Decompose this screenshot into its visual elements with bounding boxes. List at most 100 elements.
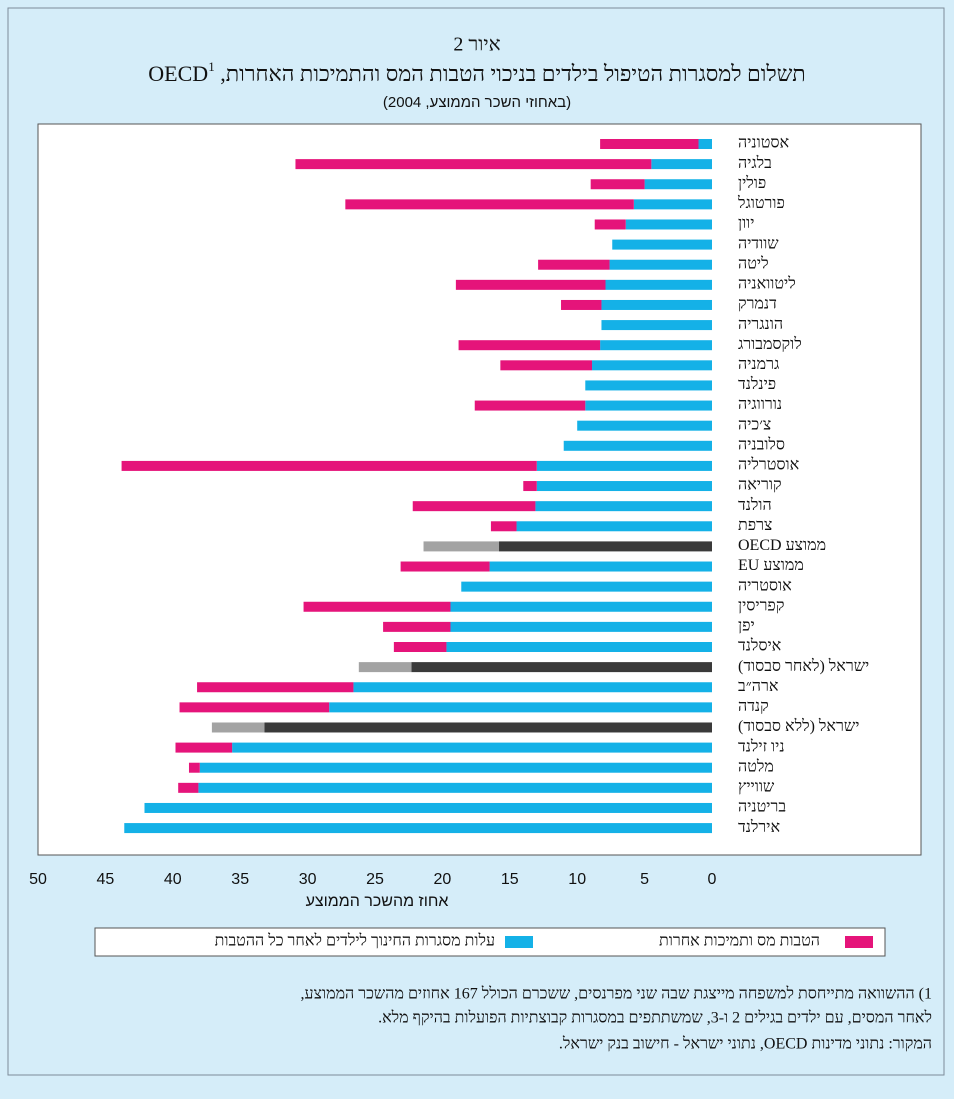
bar-segment xyxy=(295,159,652,170)
y-tick-label: ממוצע EU xyxy=(738,557,804,574)
x-axis-label: אחוז מהשכר הממוצע xyxy=(306,893,449,910)
y-tick-label: בלגיה xyxy=(738,154,772,172)
bar-segment xyxy=(612,239,712,250)
x-tick-label: 35 xyxy=(231,871,249,888)
y-tick-label: פינלנד xyxy=(738,375,776,393)
y-tick-label: יוון xyxy=(738,215,754,232)
bar-segment xyxy=(474,400,586,411)
legend-label: עלות מסגרות החינוך לילדים לאחר כל ההטבות xyxy=(215,932,495,950)
bar-segment xyxy=(609,259,712,270)
footnote: לאחר המסים, עם ילדים בגילים 2 ו-3, שמשתת… xyxy=(378,1009,932,1027)
title-text: תשלום למסגרות הטיפול בילדים בניכוי הטבות… xyxy=(148,61,805,86)
y-tick-label: קנדה xyxy=(738,698,769,715)
bar-segment xyxy=(178,782,199,793)
legend-swatch xyxy=(845,936,873,948)
bar-segment xyxy=(450,601,712,612)
bar-segment xyxy=(188,762,200,773)
y-tick-label: ישראל (לאחר סבסוד) xyxy=(738,657,869,675)
bar-segment xyxy=(605,279,712,290)
title-note: 1 xyxy=(208,59,215,74)
bar-segment xyxy=(625,219,712,230)
bar-segment xyxy=(651,159,712,170)
x-tick-label: 0 xyxy=(708,871,717,888)
bar-segment xyxy=(358,662,412,673)
y-tick-label: אוסטרליה xyxy=(738,456,800,474)
y-tick-label: דנמרק xyxy=(738,296,777,313)
x-tick-label: 15 xyxy=(501,871,519,888)
bar-segment xyxy=(175,742,233,753)
y-tick-label: אוסטריה xyxy=(738,577,792,594)
bar-segment xyxy=(600,139,699,149)
bar-segment xyxy=(644,179,712,190)
bar-segment xyxy=(179,702,330,713)
bar-segment xyxy=(523,481,537,492)
bar-segment xyxy=(393,642,447,652)
bar-segment xyxy=(577,420,712,431)
y-tick-label: צ׳כיה xyxy=(738,416,771,433)
y-tick-label: ארה״ב xyxy=(738,678,779,695)
y-tick-label: ליטה xyxy=(738,254,769,272)
y-tick-label: פורטוגל xyxy=(737,194,785,212)
bar-segment xyxy=(450,621,712,632)
bar-segment xyxy=(536,460,712,471)
bar-segment xyxy=(600,340,712,351)
bar-segment xyxy=(455,279,606,290)
x-tick-label: 10 xyxy=(568,871,586,888)
bar-segment xyxy=(345,199,634,210)
x-tick-label: 40 xyxy=(164,871,182,888)
x-tick-label: 5 xyxy=(640,871,649,888)
footnote: 1) ההשוואה מתייחסת למשפחה מייצגת שבה שני… xyxy=(301,985,932,1003)
y-tick-label: ישראל (ללא סבסוד) xyxy=(738,717,859,735)
bar-segment xyxy=(585,380,712,391)
bar-segment xyxy=(400,561,490,572)
bar-segment xyxy=(633,199,712,210)
y-tick-label: יפן xyxy=(738,618,755,635)
x-tick-label: 30 xyxy=(299,871,317,888)
x-tick-label: 45 xyxy=(97,871,115,888)
y-tick-label: ליטוואניה xyxy=(738,275,796,293)
bar-segment xyxy=(329,702,712,713)
y-tick-label: נורווגיה xyxy=(738,396,782,413)
bar-segment xyxy=(211,722,265,733)
legend-swatch xyxy=(505,936,533,948)
bar-segment xyxy=(538,259,610,270)
bar-segment xyxy=(197,682,354,693)
bar-segment xyxy=(590,179,645,190)
plot-area xyxy=(37,123,922,856)
bar-segment xyxy=(516,521,712,532)
bar-segment xyxy=(458,340,601,351)
source: המקור: נתוני מדינות OECD, נתוני ישראל - … xyxy=(559,1035,932,1053)
bar-segment xyxy=(461,581,712,592)
y-tick-label: שווייץ xyxy=(738,779,775,796)
bar-segment xyxy=(489,561,712,572)
y-tick-label: קפריסין xyxy=(738,597,784,614)
y-tick-label: קוריאה xyxy=(738,477,782,494)
x-tick-label: 50 xyxy=(29,871,47,888)
bar-segment xyxy=(601,320,712,331)
x-tick-label: 20 xyxy=(434,871,452,888)
legend-label: הטבות מס ותמיכות אחרות xyxy=(659,933,820,950)
y-tick-label: ניו זילנד xyxy=(738,737,785,755)
y-tick-label: הונגריה xyxy=(738,316,783,333)
bar-segment xyxy=(121,460,537,471)
y-tick-label: בריטניה xyxy=(738,799,786,816)
bar-segment xyxy=(592,360,712,371)
bar-segment xyxy=(199,762,712,773)
bar-segment xyxy=(561,299,602,310)
bar-segment xyxy=(383,621,451,632)
bar-segment xyxy=(303,601,451,612)
chart-title: תשלום למסגרות הטיפול בילדים בניכוי הטבות… xyxy=(148,59,805,86)
bar-segment xyxy=(490,521,517,532)
y-tick-label: איסלנד xyxy=(738,637,782,655)
figure-label: איור 2 xyxy=(453,34,500,56)
bar-segment xyxy=(423,541,500,552)
chart-subtitle: (באחוזי השכר הממוצע, 2004) xyxy=(383,94,571,111)
bar-segment xyxy=(144,802,712,813)
bar-segment xyxy=(594,219,626,230)
y-tick-label: שוודיה xyxy=(738,235,779,252)
y-tick-label: ממוצע OECD xyxy=(738,537,826,554)
legend xyxy=(94,927,886,957)
bar-segment xyxy=(411,662,712,673)
bar-segment xyxy=(585,400,712,411)
y-tick-label: אירלנד xyxy=(738,818,780,836)
